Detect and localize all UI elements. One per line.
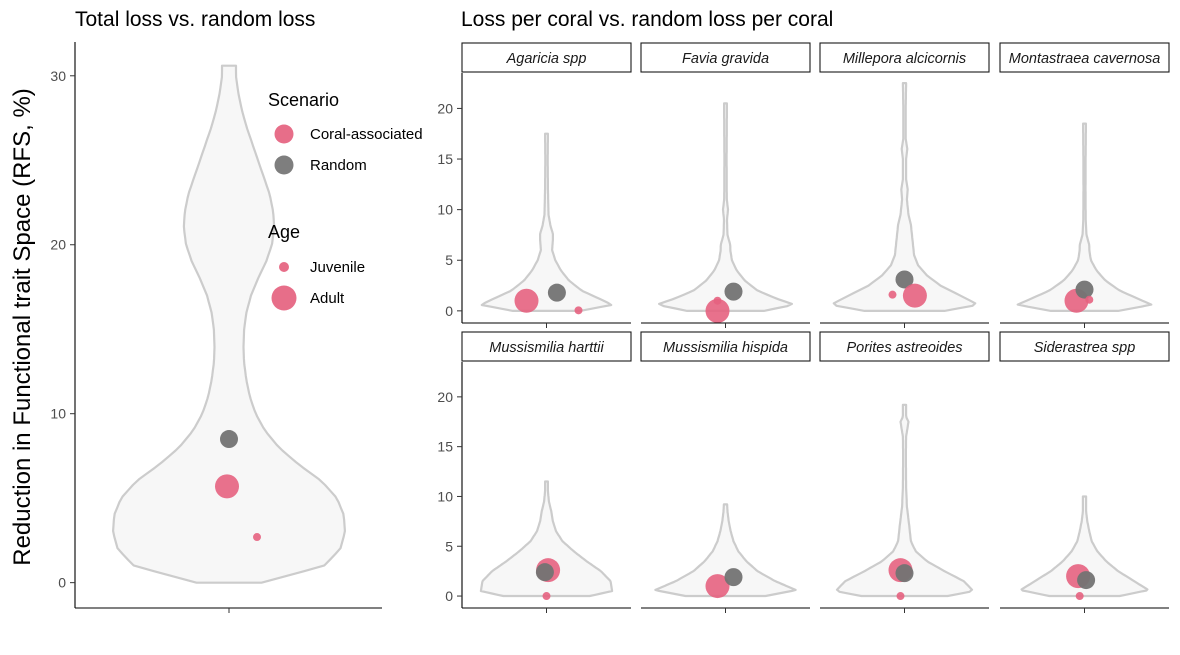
- facet-strip-label: Millepora alcicornis: [843, 51, 966, 67]
- left-panel: 0 10 20 30: [50, 42, 382, 613]
- point-random-adult: [1077, 571, 1096, 590]
- legend-key-coral-associated: [274, 124, 294, 144]
- legend-label-adult: Adult: [310, 290, 345, 307]
- facet-porites-astreoides: Porites astreoides: [819, 331, 990, 613]
- point-coral-associated-adult: [514, 288, 539, 313]
- facet-siderastrea-spp: Siderastrea spp: [999, 331, 1170, 613]
- left-y-tick-label: 20: [50, 237, 66, 253]
- point-coral-associated-juvenile: [574, 306, 583, 315]
- facet-y-tick-label: 10: [437, 202, 453, 218]
- facet-y-tick-label: 5: [445, 538, 453, 554]
- facet-montastraea-cavernosa: Montastraea cavernosa: [999, 42, 1170, 328]
- facet-strip: [461, 42, 632, 73]
- point-random-adult: [895, 564, 914, 583]
- facet-y-tick-label: 10: [437, 488, 453, 504]
- point-coral-associated-adult: [705, 298, 730, 323]
- point-random-adult: [535, 563, 554, 582]
- facet-mussismilia-harttii: Mussismilia harttii 0 5 10 15 20: [437, 331, 632, 613]
- facet-violin: [832, 82, 977, 312]
- facet-y-tick-label: 15: [437, 151, 453, 167]
- point-coral-associated-juvenile: [888, 290, 897, 299]
- facet-y-tick-label: 5: [445, 252, 453, 268]
- facet-violin: [480, 132, 613, 312]
- facet-strip: [640, 331, 811, 362]
- point-random-adult: [724, 282, 743, 301]
- point-coral-associated-juvenile: [896, 592, 905, 601]
- facet-strip: [640, 42, 811, 73]
- facet-violin: [835, 403, 974, 598]
- legend-key-juvenile: [279, 262, 289, 272]
- facet-strip: [819, 331, 990, 362]
- left-y-tick-label: 0: [58, 575, 66, 591]
- facet-violin: [1020, 495, 1149, 598]
- facet-violin: [479, 480, 614, 598]
- facet-strip-label: Mussismilia harttii: [489, 340, 604, 356]
- facet-strip: [999, 42, 1170, 73]
- left-y-tick-label: 30: [50, 68, 66, 84]
- point-coral-associated-juvenile: [253, 533, 261, 542]
- facet-violin: [1016, 122, 1153, 312]
- facet-strip: [819, 42, 990, 73]
- facet-y-tick-label: 20: [437, 100, 453, 116]
- y-axis-label: Reduction in Functional trait Space (RFS…: [9, 88, 36, 566]
- facet-grid: Agaricia spp 0 5 10 15 20 Favia gravida Millepo…: [437, 42, 1170, 613]
- facet-strip-label: Siderastrea spp: [1034, 340, 1136, 356]
- point-coral-associated-adult: [705, 574, 730, 599]
- facet-strip-label: Montastraea cavernosa: [1009, 51, 1161, 67]
- legend-label-juvenile: Juvenile: [310, 259, 365, 276]
- point-random-adult: [547, 283, 566, 302]
- facet-strip: [999, 331, 1170, 362]
- facet-millepora-alcicornis: Millepora alcicornis: [819, 42, 990, 328]
- point-coral-associated-juvenile: [1075, 592, 1084, 601]
- legend: Scenario Coral-associated Random Age Juvenil…: [268, 90, 423, 311]
- right-panel-title: Loss per coral vs. random loss per coral: [461, 8, 833, 31]
- legend-label-random: Random: [310, 157, 367, 174]
- point-coral-associated-juvenile: [1085, 295, 1094, 304]
- facet-violin: [658, 102, 793, 312]
- point-random-adult: [895, 270, 914, 289]
- total-loss-violin: [112, 64, 346, 584]
- point-coral-associated-adult: [215, 474, 239, 499]
- left-y-tick-label: 10: [50, 406, 66, 422]
- legend-age-title: Age: [268, 222, 300, 242]
- facet-strip-label: Agaricia spp: [506, 51, 587, 67]
- point-coral-associated-adult: [902, 283, 927, 308]
- facet-favia-gravida: Favia gravida: [640, 42, 811, 328]
- facet-violin: [654, 503, 797, 598]
- facet-y-tick-label: 20: [437, 389, 453, 405]
- facet-strip-label: Porites astreoides: [846, 340, 962, 356]
- point-random-adult: [220, 430, 238, 449]
- facet-strip-label: Favia gravida: [682, 51, 769, 67]
- point-coral-associated-juvenile: [713, 296, 722, 305]
- legend-label-coral-associated: Coral-associated: [310, 126, 423, 143]
- facet-y-tick-label: 0: [445, 303, 453, 319]
- facet-agaricia-spp: Agaricia spp 0 5 10 15 20: [437, 42, 632, 328]
- legend-key-random: [274, 155, 294, 175]
- point-random-adult: [724, 568, 743, 587]
- facet-y-tick-label: 0: [445, 588, 453, 604]
- point-coral-associated-juvenile: [542, 592, 551, 601]
- legend-scenario-title: Scenario: [268, 90, 339, 110]
- left-panel-title: Total loss vs. random loss: [75, 8, 315, 31]
- facet-strip: [461, 331, 632, 362]
- point-random-adult: [1075, 280, 1094, 299]
- facet-y-tick-label: 15: [437, 439, 453, 455]
- facet-mussismilia-hispida: Mussismilia hispida: [640, 331, 811, 613]
- facet-strip-label: Mussismilia hispida: [663, 340, 788, 356]
- legend-key-adult: [271, 285, 297, 311]
